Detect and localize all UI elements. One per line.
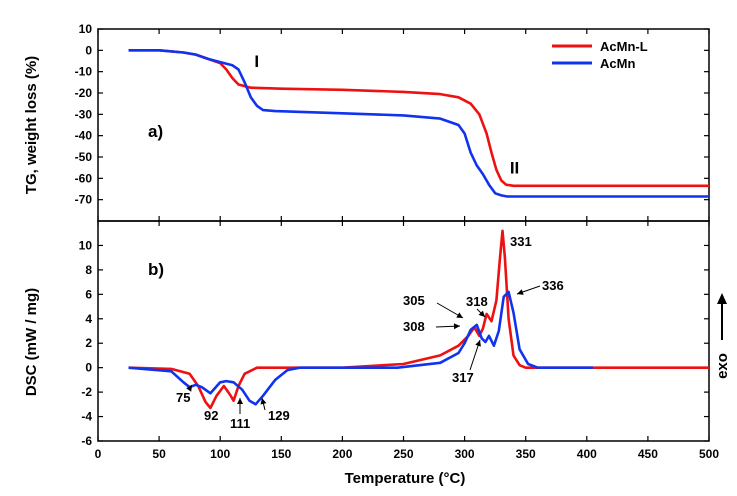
panel-b-label: b): [148, 260, 164, 279]
y-tick-label: 4: [85, 312, 92, 326]
y-tick-label: 10: [79, 22, 93, 36]
legend-label-acmn-l: AcMn-L: [600, 39, 648, 54]
peak-label-318: 318: [466, 294, 488, 309]
peak-arrowhead-318: [478, 310, 485, 317]
peak-arrowhead-336: [517, 289, 524, 295]
peak-arrowhead-111: [237, 398, 243, 404]
peak-label-308: 308: [403, 319, 425, 334]
x-tick-label: 500: [699, 447, 719, 461]
legend: AcMn-L AcMn: [552, 39, 648, 71]
legend-label-acmn: AcMn: [600, 56, 635, 71]
y-tick-label: -40: [75, 129, 93, 143]
peak-arrowhead-75: [186, 385, 192, 392]
x-tick-label: 150: [271, 447, 291, 461]
peak-label-75: 75: [176, 390, 190, 405]
y-tick-label: -50: [75, 150, 93, 164]
y-tick-label: -2: [81, 385, 92, 399]
peak-label-305: 305: [403, 293, 425, 308]
peak-label-336: 336: [542, 278, 564, 293]
y-tick-label: -30: [75, 107, 93, 121]
peak-label-317: 317: [452, 370, 474, 385]
y-tick-label: -20: [75, 86, 93, 100]
x-tick-label: 400: [577, 447, 597, 461]
y-tick-label: 2: [85, 336, 92, 350]
peak-arrowhead-305: [456, 312, 463, 318]
exo-label: exo: [714, 353, 731, 379]
x-tick-label: 100: [210, 447, 230, 461]
y-tick-label: 0: [85, 361, 92, 375]
y-tick-label: -6: [81, 434, 92, 448]
x-tick-label: 50: [152, 447, 166, 461]
peak-label-331: 331: [510, 234, 532, 249]
series-line-acmn-l-dsc: [128, 229, 709, 410]
peak-label-111: 111: [230, 416, 250, 431]
y-tick-label: 6: [85, 287, 92, 301]
peak-arrowhead-129: [260, 398, 267, 405]
peak-arrowhead-317: [475, 340, 481, 347]
x-tick-label: 0: [95, 447, 102, 461]
y-tick-label: -60: [75, 171, 93, 185]
y-tick-label: -10: [75, 65, 93, 79]
annotation-label: I: [254, 52, 259, 71]
x-tick-label: 300: [455, 447, 475, 461]
exo-arrow-icon: [717, 293, 727, 340]
tg-y-axis-title: TG, weight loss (%): [23, 56, 40, 194]
y-tick-label: 0: [85, 43, 92, 57]
y-tick-label: -70: [75, 193, 93, 207]
x-tick-label: 250: [393, 447, 413, 461]
peak-arrowhead-308: [453, 323, 460, 330]
x-tick-label: 350: [516, 447, 536, 461]
dsc-y-axis-title: DSC (mW / mg): [23, 288, 40, 396]
x-axis-title: Temperature (°C): [345, 470, 466, 487]
x-tick-label: 450: [638, 447, 658, 461]
panel-a-label: a): [148, 122, 163, 141]
y-tick-label: 8: [85, 263, 92, 277]
y-tick-label: -4: [81, 410, 92, 424]
y-tick-label: 10: [79, 238, 93, 252]
peak-label-129: 129: [268, 408, 290, 423]
series-line-acmn-tg: [128, 49, 709, 198]
x-tick-label: 200: [332, 447, 352, 461]
peak-label-92: 92: [204, 408, 218, 423]
series-line-acmn-dsc: [128, 290, 593, 406]
annotation-label: II: [510, 159, 519, 178]
